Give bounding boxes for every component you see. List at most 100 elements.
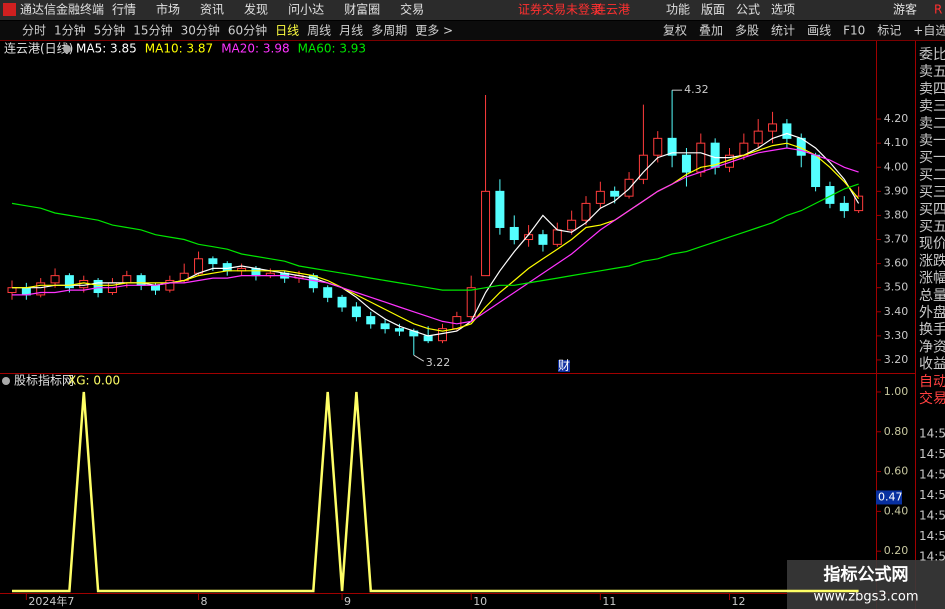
period-tab[interactable]: 分时 xyxy=(22,24,46,38)
menu-item[interactable]: 功能 xyxy=(666,3,690,17)
tool-button[interactable]: 画线 xyxy=(807,24,831,38)
candle-body xyxy=(64,275,74,289)
side-label: 自动 xyxy=(919,374,945,390)
side-label: 卖五 xyxy=(919,64,945,80)
period-tab[interactable]: 15分钟 xyxy=(133,23,172,38)
period-tab[interactable]: 5分钟 xyxy=(94,23,126,38)
legend-entry: XG: 0.00 xyxy=(68,374,120,388)
legend-icon xyxy=(2,377,10,385)
series-line xyxy=(12,142,860,332)
candle-body xyxy=(538,234,548,245)
app-icon xyxy=(3,3,16,16)
menu-item[interactable]: 行情 xyxy=(112,3,136,17)
series-line xyxy=(11,183,859,291)
candle-body xyxy=(36,282,46,296)
side-label: 卖二 xyxy=(919,116,945,132)
side-label: 买一 xyxy=(919,150,945,166)
y-tick-label: 3.40 xyxy=(884,305,909,318)
status: 证券交易未登录 xyxy=(518,2,602,17)
candle-body xyxy=(122,275,132,284)
side-label: 收益 xyxy=(919,357,945,373)
menu-item[interactable]: 版面 xyxy=(701,3,725,17)
candle-body xyxy=(394,328,404,332)
tool-button[interactable]: +自选 xyxy=(913,24,945,38)
tool-button[interactable]: 多股 xyxy=(735,24,759,38)
stock-name: 连云港 xyxy=(594,2,630,17)
x-tick-label: 8 xyxy=(201,595,208,608)
candle-body xyxy=(811,154,821,188)
x-tick-label: 10 xyxy=(473,595,487,608)
side-label: 换手 xyxy=(919,321,945,338)
menu-item[interactable]: 问小达 xyxy=(288,3,324,17)
candle-body xyxy=(854,195,864,212)
x-tick-label: 12 xyxy=(732,595,746,608)
menu-item[interactable]: 发现 xyxy=(244,2,268,17)
y-tick-label: 4.20 xyxy=(884,112,909,125)
candle-body xyxy=(481,190,491,277)
side-label: 现价 xyxy=(919,236,945,252)
user[interactable]: 游客 xyxy=(893,2,917,17)
tool-button[interactable]: 标记 xyxy=(877,24,901,38)
watermark-bg xyxy=(787,560,945,609)
candle-body xyxy=(337,296,347,308)
y-tick-label: 3.30 xyxy=(884,329,909,342)
side-label: 总量 xyxy=(919,288,945,304)
legend-entry: MA60: 3.93 xyxy=(298,42,366,56)
menu-item[interactable]: 市场 xyxy=(156,2,180,17)
cursor-value: 0.47 xyxy=(878,490,903,503)
period-tab[interactable]: 日线 xyxy=(275,24,299,38)
period-tab[interactable]: 1分钟 xyxy=(54,23,86,38)
candle-body xyxy=(567,219,577,231)
tool-button[interactable]: 复权 xyxy=(663,24,687,38)
candle-body xyxy=(753,130,763,144)
menu-item[interactable]: 交易 xyxy=(400,2,424,17)
tool-button[interactable]: F10 xyxy=(843,24,865,38)
time-label: 14:56 xyxy=(919,447,945,461)
y-tick-label: 3.90 xyxy=(884,184,909,197)
candle-body xyxy=(452,316,462,330)
candle-body xyxy=(768,123,778,132)
tool-button[interactable]: 统计 xyxy=(771,24,795,38)
candle-body xyxy=(552,229,562,245)
tool-button[interactable]: 叠加 xyxy=(699,24,723,38)
candle-body xyxy=(380,323,390,330)
period-tab[interactable]: 60分钟 xyxy=(228,23,267,38)
period-tab[interactable]: 多周期 xyxy=(371,24,407,38)
chart-title: 连云港(日线) xyxy=(4,41,73,56)
cursor-box xyxy=(876,490,902,505)
series-line xyxy=(12,147,859,325)
y-tick-label: 0.60 xyxy=(884,465,909,478)
candle-body xyxy=(79,279,89,289)
x-tick-label: 2024年7 xyxy=(28,594,74,608)
menu-item[interactable]: 财富圈 xyxy=(344,2,380,17)
side-label: 买四 xyxy=(919,202,945,218)
x-tick-label: 9 xyxy=(344,595,351,608)
candle-body xyxy=(251,267,261,277)
candle-body xyxy=(165,279,175,291)
finance-marker[interactable]: 财 xyxy=(558,359,570,373)
watermark: 指标公式网 xyxy=(824,564,909,585)
y-tick-label: 3.60 xyxy=(884,257,909,270)
period-tab[interactable]: 周线 xyxy=(307,24,331,38)
menu-item[interactable]: 选项 xyxy=(771,3,795,17)
y-tick-label: 0.20 xyxy=(884,544,909,557)
extreme-pointer xyxy=(413,354,425,362)
period-tab[interactable]: 月线 xyxy=(339,24,363,38)
side-label: 净资 xyxy=(919,339,945,355)
candle-body xyxy=(624,178,634,197)
menu-item[interactable]: 资讯 xyxy=(200,3,224,17)
period-tab[interactable]: 30分钟 xyxy=(181,23,220,38)
candle-body xyxy=(366,316,376,325)
side-label: 买二 xyxy=(919,167,945,183)
candle-body xyxy=(351,306,361,318)
y-tick-label: 1.00 xyxy=(884,385,909,398)
menu-bar xyxy=(0,0,945,20)
y-tick-label: 3.80 xyxy=(884,208,909,221)
menu-item[interactable]: 公式 xyxy=(736,3,760,17)
period-tab[interactable]: 更多 > xyxy=(415,24,453,38)
candle-body xyxy=(323,287,333,298)
candle-body xyxy=(681,154,691,173)
indicator-title: 股标指标网 xyxy=(14,373,74,388)
